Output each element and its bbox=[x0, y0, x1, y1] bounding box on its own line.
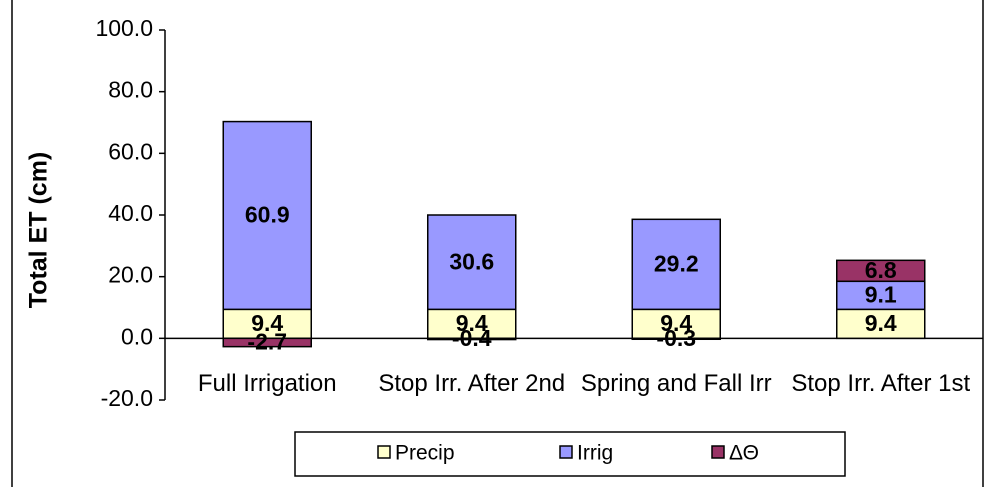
x-tick-label: Spring and Fall Irr bbox=[580, 370, 772, 397]
y-axis-title: Total ET (cm) bbox=[25, 152, 53, 308]
data-label: 9.4 bbox=[660, 310, 692, 336]
bar-segment bbox=[836, 308, 926, 340]
y-tick-label: 20.0 bbox=[108, 262, 153, 288]
data-label: 30.6 bbox=[449, 248, 494, 274]
bar-segment bbox=[427, 214, 517, 311]
data-label: 9.1 bbox=[865, 281, 897, 307]
data-label: -2.7 bbox=[247, 329, 287, 355]
bar-segment bbox=[222, 337, 312, 348]
y-tick-label: 80.0 bbox=[108, 77, 153, 103]
data-label: 9.4 bbox=[865, 310, 897, 336]
x-tick-label: Stop Irr. After 2nd bbox=[378, 370, 566, 397]
data-label: 60.9 bbox=[245, 202, 290, 228]
bar-segment bbox=[222, 120, 312, 311]
bar-segment bbox=[836, 280, 926, 311]
legend-label: ΔΘ bbox=[729, 442, 759, 465]
data-label: 29.2 bbox=[654, 250, 699, 276]
bar-segment bbox=[631, 218, 721, 311]
data-label: 6.8 bbox=[865, 257, 897, 283]
y-tick-label: 60.0 bbox=[108, 138, 153, 164]
y-tick-label: -20.0 bbox=[101, 385, 153, 411]
legend-swatch bbox=[559, 445, 573, 459]
data-label: -0.3 bbox=[656, 325, 696, 351]
data-label: 9.4 bbox=[456, 310, 488, 336]
y-tick-label: 0.0 bbox=[121, 323, 153, 349]
legend-label: Precip bbox=[395, 442, 455, 465]
x-tick-label: Stop Irr. After 1st bbox=[791, 370, 971, 397]
bar-segment bbox=[427, 308, 517, 340]
data-label: -0.4 bbox=[452, 325, 492, 351]
chart-border bbox=[11, 0, 984, 487]
legend-swatch bbox=[711, 445, 725, 459]
data-label: 9.4 bbox=[251, 310, 283, 336]
bar-segment bbox=[836, 259, 926, 283]
legend-swatch bbox=[377, 445, 391, 459]
y-tick-label: 100.0 bbox=[95, 15, 153, 41]
bar-segment bbox=[427, 337, 517, 341]
y-tick-label: 40.0 bbox=[108, 200, 153, 226]
bar-segment bbox=[631, 337, 721, 341]
legend-label: Irrig bbox=[577, 442, 613, 465]
x-tick-label: Full Irrigation bbox=[197, 370, 337, 397]
